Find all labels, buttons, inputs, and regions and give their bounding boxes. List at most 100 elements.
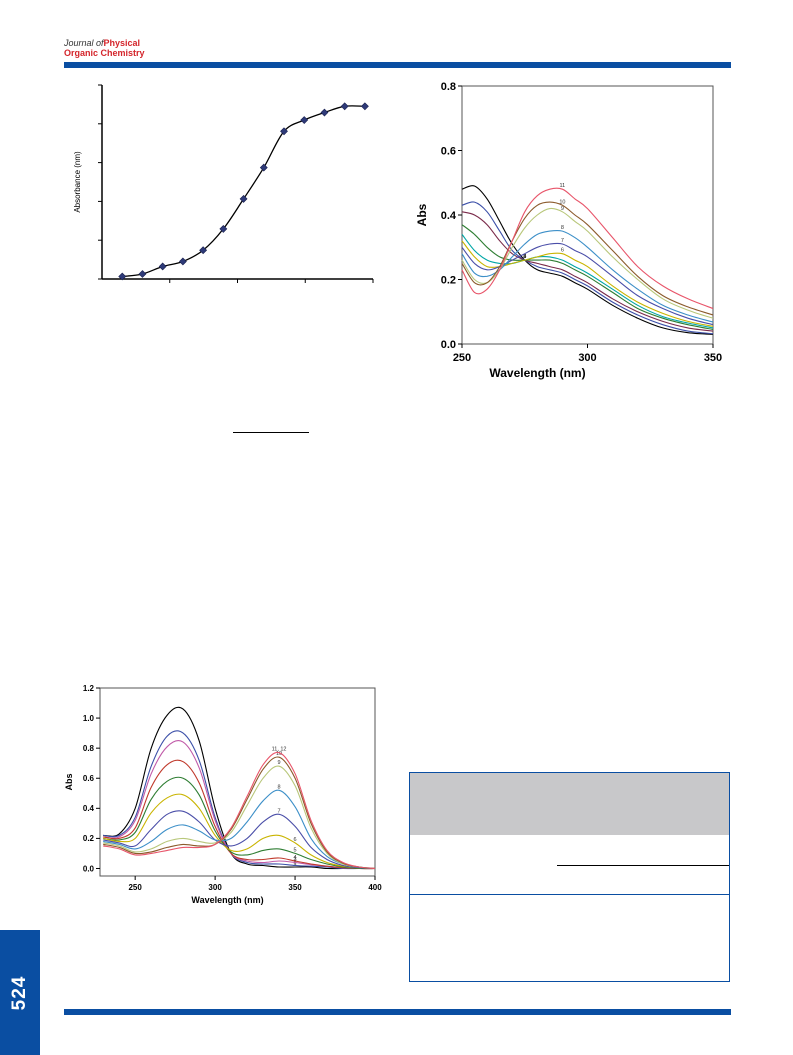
separator-rule	[233, 432, 309, 433]
series-label: 4	[523, 254, 526, 260]
series-line-10	[103, 756, 376, 870]
series-label: 8	[278, 784, 281, 790]
y-axis-label: Absorbance (nm)	[73, 151, 82, 213]
series-label: 2	[523, 254, 526, 260]
series-line-1	[103, 706, 375, 870]
journal-name-strong: Physical	[103, 38, 141, 48]
series-line-4	[461, 224, 714, 331]
series-label: 6	[294, 837, 297, 843]
data-point	[360, 102, 369, 111]
series-line-9	[461, 207, 714, 319]
series-label: 11, 12	[272, 747, 287, 753]
data-point	[340, 102, 349, 111]
series-line-6	[103, 793, 376, 870]
chart-absorbance-curve: Absorbance (nm)	[73, 84, 374, 283]
data-point	[320, 108, 329, 117]
series-label: 9	[278, 760, 281, 766]
series-line-8	[461, 229, 714, 323]
figure-absorbance-curve: Absorbance (nm)	[70, 80, 390, 295]
y-tick-label: 1.0	[83, 714, 95, 723]
y-tick-label: 1.2	[83, 684, 95, 693]
series-label: 10	[559, 199, 565, 205]
series-line-2	[103, 730, 375, 870]
data-point	[259, 163, 268, 172]
data-point	[199, 246, 208, 255]
data-point	[219, 225, 228, 233]
series-label: 1	[523, 254, 526, 260]
series-line-7	[461, 242, 714, 326]
data-point	[158, 262, 167, 271]
series-label: 3	[294, 856, 297, 862]
chart-uv-spectra-2: 0.0 0.2 0.4 0.6 0.8 1.0 1.2 250 300 350 400 Wavelen…	[64, 684, 382, 905]
series-line-3	[461, 211, 714, 332]
series-line-11	[461, 187, 714, 310]
x-tick-label: 300	[208, 883, 222, 892]
series-label: 7	[561, 238, 564, 244]
plot-frame	[99, 687, 376, 877]
table-header	[410, 773, 729, 835]
x-axis-label: Wavelength (nm)	[191, 895, 263, 905]
series-line-6	[461, 240, 714, 327]
series-line-4	[103, 759, 376, 870]
x-tick-label: 300	[578, 352, 596, 364]
x-tick-label: 250	[453, 352, 471, 364]
page-number-tab: 524	[0, 930, 40, 1055]
figure-uv-spectra-2: 0.0 0.2 0.4 0.6 0.8 1.0 1.2 250 300 350 400 Wavelen…	[62, 680, 387, 910]
x-tick-label: 350	[288, 883, 302, 892]
y-tick-label: 0.6	[441, 145, 456, 157]
y-axis-label: Abs	[415, 203, 429, 226]
series-label: 10	[276, 751, 282, 757]
table-rule	[557, 865, 729, 866]
data-point	[118, 272, 127, 281]
figure-uv-spectra-1: 0.0 0.2 0.4 0.6 0.8 250 300 350 Wavelength (nm) A…	[410, 78, 730, 388]
x-tick-label: 350	[704, 352, 722, 364]
series-line-5	[103, 776, 376, 870]
series-line-9	[103, 765, 376, 870]
y-tick-label: 0.8	[441, 81, 456, 93]
chart-uv-spectra-1: 0.0 0.2 0.4 0.6 0.8 250 300 350 Wavelength (nm) A…	[415, 81, 722, 380]
data-point	[300, 116, 309, 124]
journal-name-line2: Organic Chemistry	[64, 48, 145, 58]
series-label: 11	[560, 183, 566, 189]
footer-rule	[64, 1009, 731, 1015]
series-line-11-12	[103, 751, 376, 870]
journal-logo: Journal ofPhysical Organic Chemistry	[64, 38, 145, 58]
series-label: 3	[523, 254, 526, 260]
series-line-7	[103, 810, 376, 870]
table-rule	[410, 894, 729, 895]
series-line-10	[461, 201, 714, 316]
data-point	[239, 194, 248, 203]
series-line-2	[461, 201, 714, 335]
series-label: 1	[294, 861, 297, 867]
y-tick-label: 0.8	[83, 744, 95, 753]
journal-name-prefix: Journal of	[64, 38, 104, 48]
series-line-5	[461, 234, 714, 329]
x-axis-label: Wavelength (nm)	[489, 366, 585, 380]
y-tick-label: 0.2	[441, 274, 456, 286]
x-tick-label: 250	[128, 883, 142, 892]
series-line-8	[103, 789, 376, 870]
data-point	[280, 127, 288, 136]
series-label: 8	[561, 225, 564, 231]
data-point	[178, 257, 187, 266]
series-label: 6	[561, 248, 564, 254]
y-tick-label: 0.4	[83, 804, 95, 813]
series-label: 4	[294, 855, 297, 861]
table-box	[409, 772, 730, 982]
y-tick-label: 0.4	[441, 210, 457, 222]
y-axis-label: Abs	[64, 773, 74, 790]
page-number: 524	[9, 975, 30, 1010]
x-tick-label: 400	[368, 883, 382, 892]
series-line	[122, 105, 365, 278]
series-label: 9	[561, 206, 564, 212]
y-tick-label: 0.0	[441, 339, 456, 351]
y-tick-label: 0.0	[83, 864, 95, 873]
series-label: 7	[278, 808, 281, 814]
series-line-1	[461, 185, 714, 335]
data-point	[138, 270, 147, 278]
series-label: 5	[523, 254, 526, 260]
series-label: 5	[294, 847, 297, 853]
header-rule	[64, 62, 731, 68]
y-tick-label: 0.2	[83, 834, 95, 843]
y-tick-label: 0.6	[83, 774, 95, 783]
